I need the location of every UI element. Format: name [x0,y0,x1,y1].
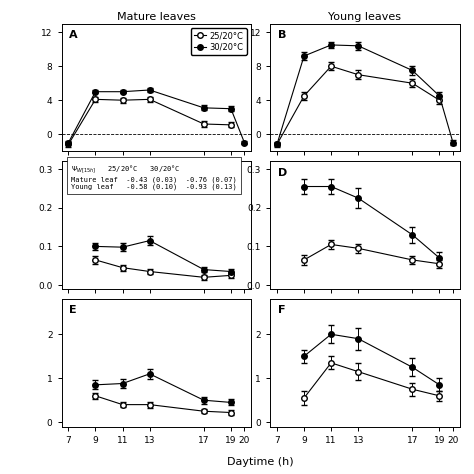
Text: F: F [278,305,285,316]
Text: $\Psi_{W[15h]}$   25/20°C   30/20°C
Mature leaf  -0.43 (0.03)  -0.76 (0.07)
Youn: $\Psi_{W[15h]}$ 25/20°C 30/20°C Mature l… [71,164,237,190]
Title: Mature leaves: Mature leaves [117,11,196,21]
Text: Daytime (h): Daytime (h) [228,456,294,466]
Text: E: E [69,305,77,316]
Text: B: B [278,30,286,40]
Text: D: D [278,168,287,178]
Text: C: C [69,168,77,178]
Legend: 25/20°C, 30/20°C: 25/20°C, 30/20°C [191,28,247,55]
Text: A: A [69,30,78,40]
Title: Young leaves: Young leaves [328,11,401,21]
